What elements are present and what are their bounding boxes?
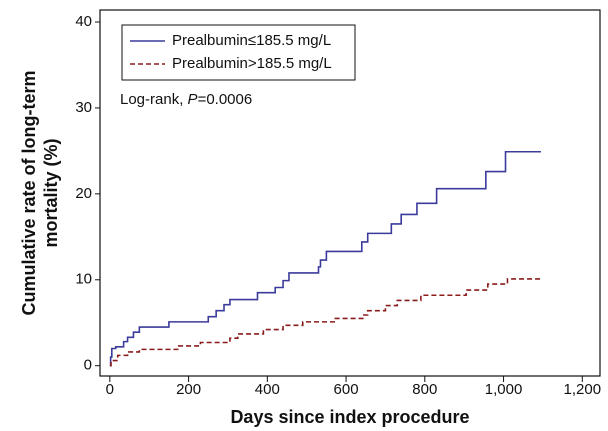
x-tick-label: 1,200 [564, 381, 602, 398]
y-tick-label: 40 [75, 13, 92, 30]
y-tick-label: 20 [75, 185, 92, 202]
series-line [109, 278, 541, 367]
annotation-italic: P [188, 91, 198, 108]
y-axis-label-line: Cumulative rate of long-term [19, 70, 39, 315]
legend-label: Prealbumin>185.5 mg/L [172, 55, 332, 72]
y-axis-label-line: mortality (%) [41, 138, 61, 247]
annotation-text: Log-rank, [120, 91, 188, 108]
legend-box [121, 24, 356, 81]
x-tick-label: 200 [176, 381, 201, 398]
x-tick-label: 0 [106, 381, 114, 398]
annotation-text: =0.0006 [198, 91, 253, 108]
annotation: Log-rank, P=0.0006 [120, 91, 252, 108]
x-tick-label: 1,000 [485, 381, 523, 398]
y-tick-label: 10 [75, 271, 92, 288]
plot-frame [99, 9, 601, 377]
x-tick-label: 800 [412, 381, 437, 398]
x-tick-label: 600 [334, 381, 359, 398]
series-line [109, 150, 541, 367]
x-tick-label: 400 [255, 381, 280, 398]
legend-label: Prealbumin≤185.5 mg/L [172, 32, 331, 49]
y-axis-label: Cumulative rate of long-term mortality (… [19, 70, 61, 315]
y-tick-label: 30 [75, 99, 92, 116]
x-axis-label: Days since index procedure [230, 407, 469, 427]
y-tick-label: 0 [84, 357, 92, 374]
